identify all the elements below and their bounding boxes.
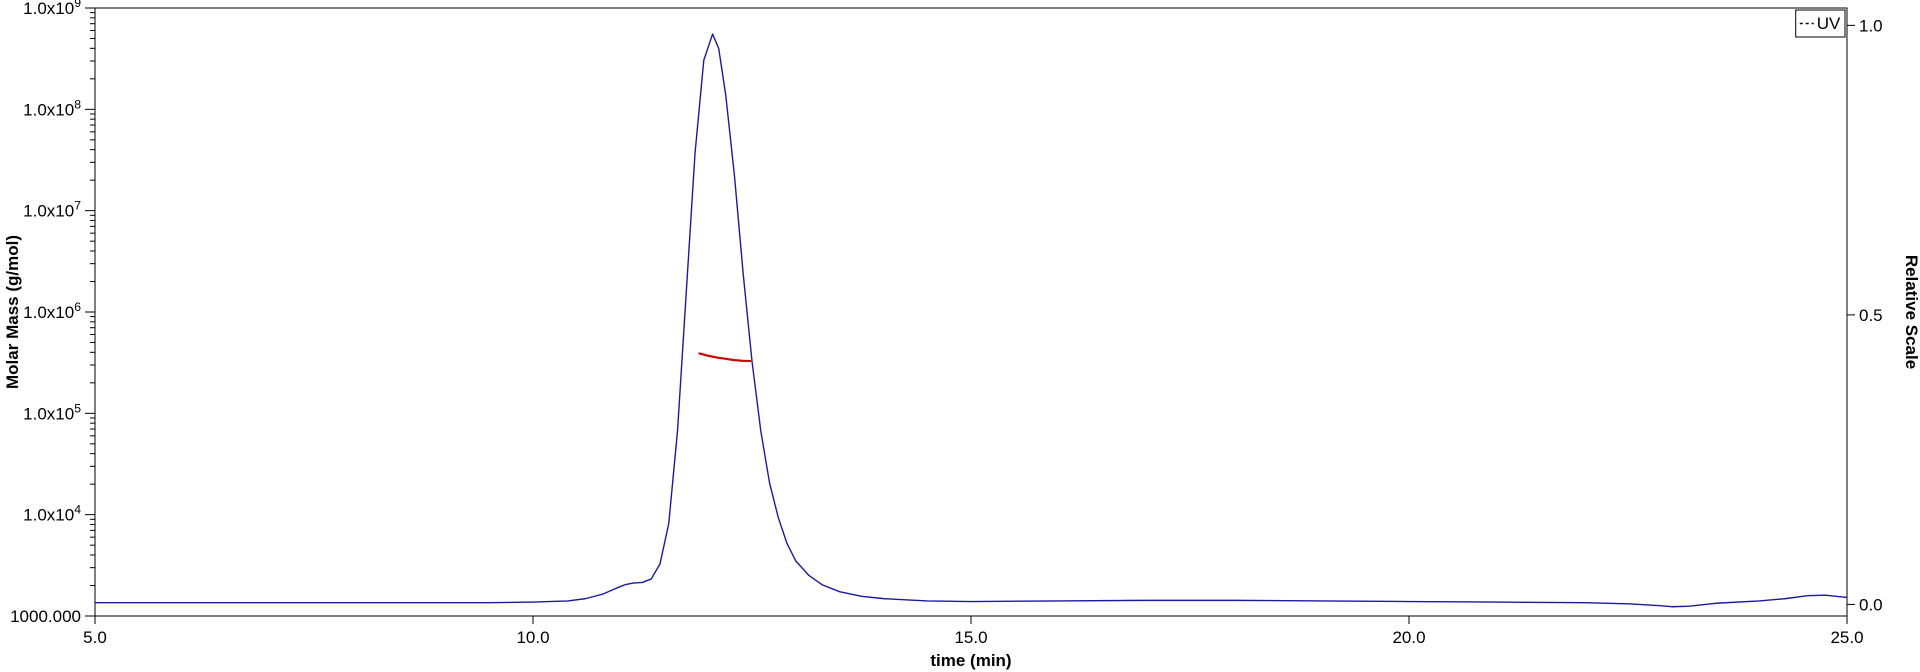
y-right-axis-label: Relative Scale	[1902, 255, 1920, 369]
y-left-tick-label: 1.0x108	[23, 97, 81, 119]
legend-label: UV	[1817, 14, 1841, 33]
x-axis-label: time (min)	[930, 651, 1011, 670]
plot-area	[95, 8, 1847, 616]
series-group	[95, 34, 1847, 607]
y-left-tick-label: 1.0x104	[23, 503, 81, 525]
y-right-tick-label: 1.0	[1859, 16, 1883, 35]
chromatogram-chart: 5.0 10.0 15.0 20.0 25.0 time (min) 1000.000 1.0…	[0, 0, 1920, 672]
x-tick-label: 15.0	[954, 628, 987, 647]
series-UV	[95, 34, 1847, 607]
y-left-tick-label: 1.0x105	[23, 401, 81, 423]
x-tick-label: 5.0	[83, 628, 107, 647]
y-right-tick-label: 0.0	[1859, 595, 1883, 614]
y-right-tick-label: 0.5	[1859, 306, 1883, 325]
y-left-tick-label: 1.0x106	[23, 300, 81, 322]
series-molar-mass	[699, 353, 750, 361]
y-left-tick-label: 1.0x107	[23, 199, 81, 221]
y-left-tick-label: 1.0x109	[23, 0, 81, 18]
y-left-tick-label: 1000.000	[10, 607, 81, 626]
x-tick-label: 25.0	[1830, 628, 1863, 647]
x-tick-label: 10.0	[516, 628, 549, 647]
y-left-axis-label: Molar Mass (g/mol)	[3, 235, 22, 389]
x-tick-label: 20.0	[1392, 628, 1425, 647]
